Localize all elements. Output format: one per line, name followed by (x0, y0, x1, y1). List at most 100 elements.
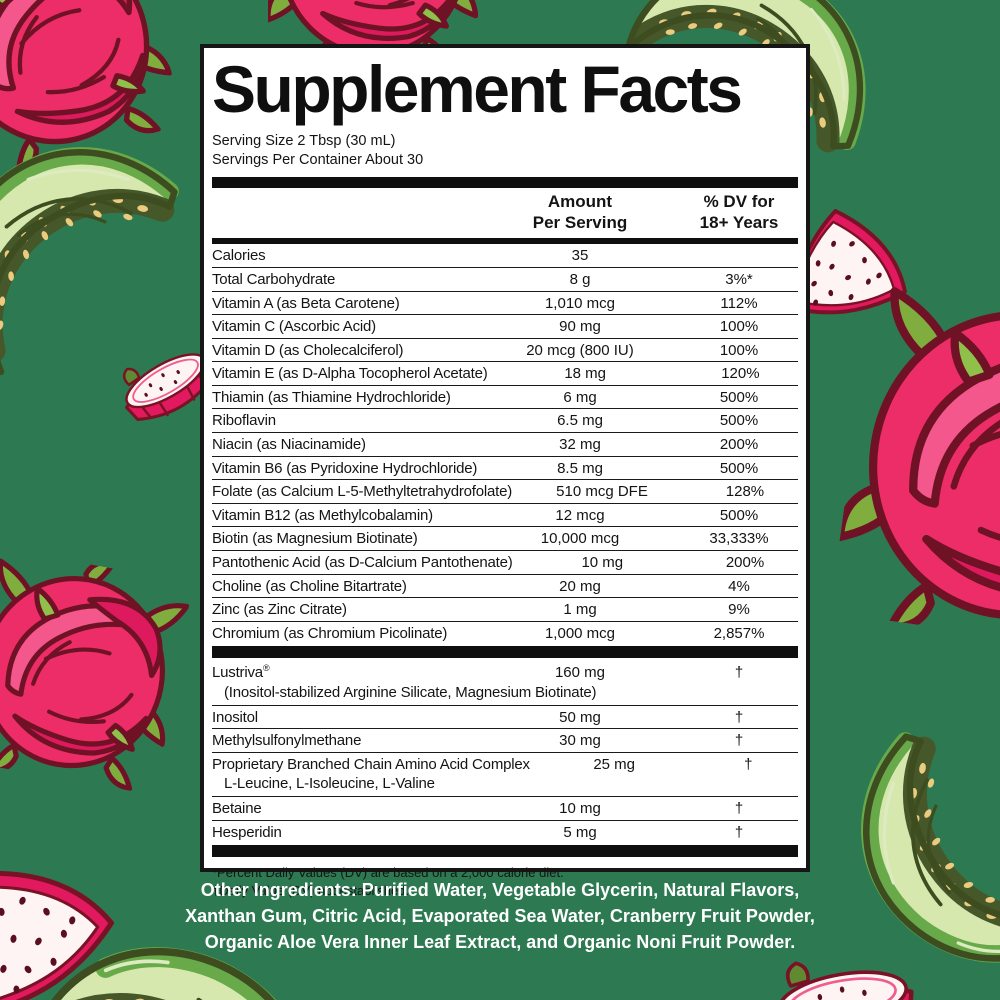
nutrient-name: Inositol (212, 708, 258, 726)
table-row: Vitamin B6 (as Pyridoxine Hydrochloride)… (212, 455, 798, 480)
table-row: Vitamin E (as D-Alpha Tocopherol Acetate… (212, 361, 798, 385)
nutrient-dv: † (734, 708, 744, 726)
table-row: Pantothenic Acid (as D-Calcium Pantothen… (212, 550, 798, 574)
supplement-facts-panel: Supplement Facts Serving Size 2 Tbsp (30… (200, 44, 810, 898)
nutrient-name: Biotin (as Magnesium Biotinate) (212, 530, 418, 548)
column-header-row: Amount Per Serving % DV for 18+ Years (212, 188, 798, 236)
nutrient-amount: 1,000 mcg (544, 624, 616, 642)
table-row: Lustriva® 160 mg † (Inositol-stabilized Arg… (212, 660, 798, 704)
nutrient-dv: 200% (719, 436, 759, 454)
footnote: *Percent Daily Values (DV) are based on … (212, 865, 564, 881)
nutrient-dv: † (744, 755, 753, 773)
nutrient-dv: 200% (725, 554, 765, 572)
panel-title: Supplement Facts (212, 52, 743, 126)
nutrient-dv: 500% (719, 506, 759, 524)
nutrient-amount: 8.5 mg (557, 459, 603, 477)
nutrient-amount: 90 mg (559, 318, 601, 336)
table-row: Thiamin (as Thiamine Hydrochloride) 6 mg 5… (212, 384, 798, 409)
divider-bar-thick (212, 845, 798, 858)
nutrient-amount: 30 mg (559, 732, 601, 750)
nutrient-dv: 112% (720, 294, 758, 312)
nutrient-dv: 500% (719, 412, 759, 430)
nutrient-amount: 1 mg (563, 601, 597, 619)
nutrient-name: Lustriva® (212, 663, 270, 682)
table-row: Biotin (as Magnesium Biotinate) 10,000 mc… (212, 526, 798, 550)
nutrient-name: Zinc (as Zinc Citrate) (212, 601, 347, 619)
nutrient-dv: † (734, 732, 744, 750)
dragonfruit-illustration (0, 547, 193, 795)
nutrient-name: Riboflavin (212, 412, 276, 430)
nutrient-name: Vitamin D (as Cholecalciferol) (212, 341, 404, 359)
nutrient-name: Choline (as Choline Bitartrate) (212, 577, 407, 595)
nutrient-dv: 100% (719, 341, 759, 359)
serving-size: Serving Size 2 Tbsp (30 mL) (212, 133, 396, 149)
nutrient-name: Methylsulfonylmethane (212, 732, 362, 750)
nutrient-amount: 20 mg (559, 577, 601, 595)
nutrient-name: Hesperidin (212, 823, 282, 841)
nutrient-dv: † (734, 823, 744, 841)
table-row: Vitamin C (Ascorbic Acid) 90 mg 100% (212, 314, 798, 338)
nutrient-amount: 510 mcg DFE (556, 483, 648, 501)
nutrient-subtext: L-Leucine, L-Isoleucine, L-Valine (224, 775, 435, 793)
table-row: Zinc (as Zinc Citrate) 1 mg 9% (212, 597, 798, 621)
nutrient-dv: 33,333% (709, 530, 769, 548)
table-row: Hesperidin 5 mg † (212, 819, 798, 844)
table-row: Vitamin B12 (as Methylcobalamin) 12 mcg 50… (212, 502, 798, 527)
nutrient-amount: 12 mcg (555, 506, 605, 524)
nutrient-amount: 160 mg (554, 664, 606, 682)
other-ingredients-text: Purified Water, Vegetable Glycerin, Natu… (185, 880, 815, 952)
nutrient-amount: 50 mg (559, 708, 601, 726)
facts-table-section-1: Calories 35 Total Carbohydrate 8 g 3%* Vitami… (212, 244, 798, 644)
nutrient-amount: 6 mg (563, 388, 597, 406)
nutrient-dv: 500% (719, 459, 759, 477)
other-ingredients: Other Ingredients: Purified Water, Veget… (182, 878, 818, 956)
nutrient-name: Pantothenic Acid (as D-Calcium Pantothen… (212, 554, 513, 572)
table-row: Calories 35 (212, 244, 798, 267)
table-row: Betaine 10 mg † (212, 795, 798, 820)
servings-per-container: Servings Per Container About 30 (212, 152, 424, 169)
facts-table-section-2: Lustriva® 160 mg † (Inositol-stabilized Arg… (212, 660, 798, 843)
nutrient-dv: 100% (719, 318, 759, 336)
nutrient-name: Calories (212, 247, 266, 265)
nutrient-amount: 32 mg (559, 436, 601, 454)
nutrient-name: Total Carbohydrate (212, 270, 336, 288)
nutrient-name: Betaine (212, 799, 262, 817)
nutrient-amount: 10,000 mcg (540, 530, 620, 548)
table-row: Methylsulfonylmethane 30 mg † (212, 728, 798, 752)
table-row: Inositol 50 mg † (212, 704, 798, 729)
table-row: Chromium (as Chromium Picolinate) 1,000 m… (212, 620, 798, 645)
table-row: Proprietary Branched Chain Amino Acid Co… (212, 751, 798, 796)
nutrient-dv: 9% (728, 601, 750, 619)
nutrient-dv: † (734, 664, 744, 682)
divider-bar-medium (212, 238, 798, 245)
nutrient-name: Vitamin C (Ascorbic Acid) (212, 318, 376, 336)
table-row: Niacin (as Niacinamide) 32 mg 200% (212, 432, 798, 456)
nutrient-dv: 500% (719, 388, 759, 406)
table-row: Total Carbohydrate 8 g 3%* (212, 266, 798, 291)
nutrient-amount: 5 mg (563, 823, 597, 841)
melon-slice-illustration (826, 701, 1000, 983)
nutrient-amount: 8 g (569, 270, 591, 288)
nutrient-amount: 6.5 mg (557, 412, 603, 430)
nutrient-name: Folate (as Calcium L-5-Methyltetrahydrof… (212, 483, 513, 501)
nutrient-name: Vitamin E (as D-Alpha Tocopherol Acetate… (212, 365, 488, 383)
nutrient-name: Thiamin (as Thiamine Hydrochloride) (212, 388, 451, 406)
nutrient-amount: 20 mcg (800 IU) (526, 341, 634, 359)
amount-column-header: Amount Per Serving (532, 191, 628, 232)
nutrient-dv: 2,857% (713, 624, 765, 642)
nutrient-name: Chromium (as Chromium Picolinate) (212, 624, 448, 642)
nutrient-name: Vitamin B12 (as Methylcobalamin) (212, 506, 433, 524)
footnotes: *Percent Daily Values (DV) are based on … (212, 859, 798, 902)
nutrient-name: Proprietary Branched Chain Amino Acid Co… (212, 755, 530, 773)
dv-column-header: % DV for 18+ Years (699, 191, 779, 232)
nutrient-dv: 4% (728, 577, 750, 595)
nutrient-amount: 10 mg (559, 799, 601, 817)
nutrient-dv: 120% (721, 365, 760, 383)
table-row: Riboflavin 6.5 mg 500% (212, 408, 798, 432)
table-row: Folate (as Calcium L-5-Methyltetrahydrof… (212, 479, 798, 503)
divider-bar-thick (212, 646, 798, 659)
nutrient-amount: 25 mg (593, 755, 636, 773)
nutrient-dv: 3%* (725, 270, 753, 288)
other-ingredients-label: Other Ingredients: (200, 880, 357, 900)
nutrient-amount: 35 (571, 247, 589, 265)
